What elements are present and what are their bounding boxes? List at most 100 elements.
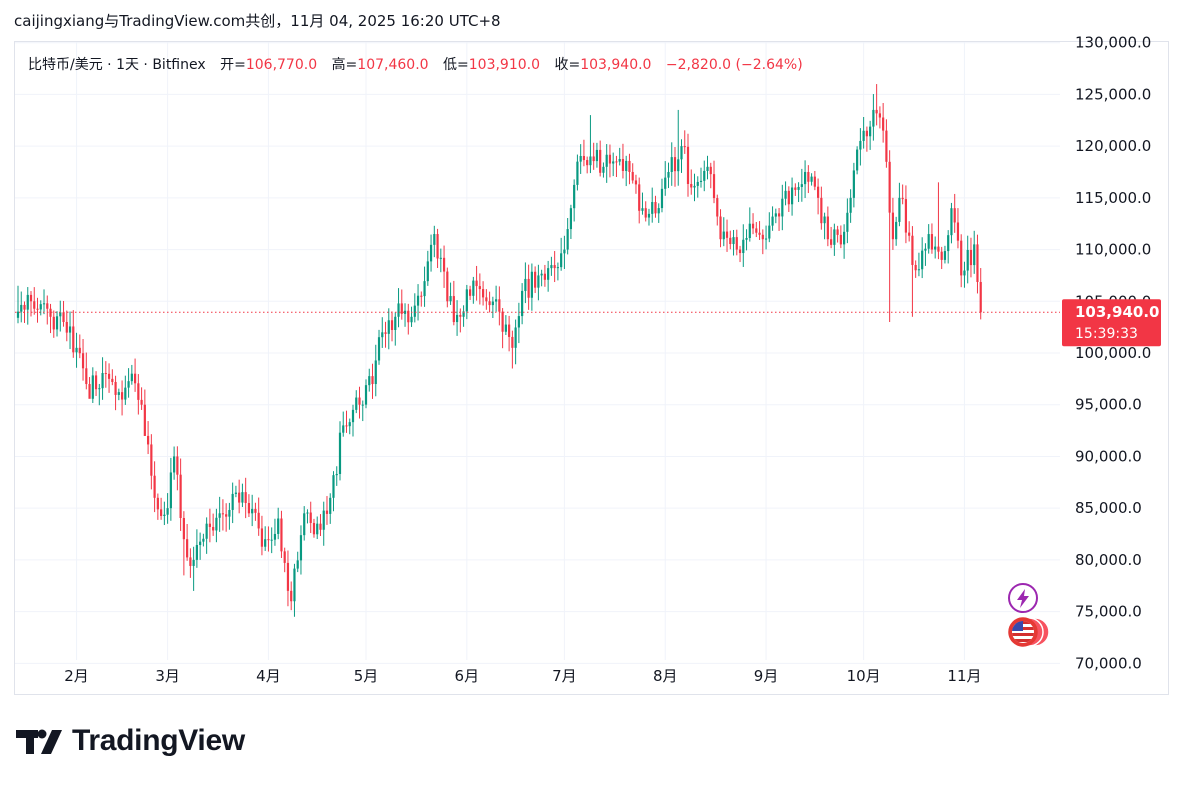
candle-body — [455, 314, 459, 323]
x-tick-label: 11月 — [947, 667, 981, 685]
open-label: 开= — [220, 57, 246, 73]
candle-body — [358, 397, 361, 405]
candle-body — [111, 378, 114, 382]
candle-body — [426, 261, 429, 282]
us-flag-icon[interactable] — [1003, 615, 1053, 649]
candle-body — [540, 273, 543, 276]
candle-body — [107, 373, 111, 379]
tradingview-logo[interactable]: TradingView — [16, 724, 245, 758]
candle-body — [368, 376, 371, 386]
candle-body — [839, 234, 842, 245]
candle-body — [856, 149, 859, 171]
y-tick-label: 110,000.0 — [1075, 241, 1151, 259]
logo-text: TradingView — [72, 724, 245, 757]
candle-body — [882, 117, 885, 131]
candle-body — [586, 160, 589, 166]
candle-body — [244, 492, 247, 503]
candle-body — [325, 510, 329, 514]
candle-body — [976, 244, 979, 282]
candle-body — [429, 244, 433, 262]
candle-body — [576, 161, 579, 185]
candle-body — [595, 149, 599, 162]
price-axis: 70,000.0 75,000.0 80,000.0 85,000.0 90,000.0… — [1075, 34, 1151, 673]
candle-body — [550, 265, 553, 269]
candle-body — [901, 197, 904, 200]
ohlc-legend: 比特币/美元 · 1天 · Bitfinex 开=106,770.0 高=107… — [28, 54, 803, 74]
candle-body — [563, 249, 566, 254]
candle-body — [192, 559, 195, 566]
candle-body — [690, 183, 693, 188]
y-tick-label: 70,000.0 — [1075, 654, 1142, 672]
candle-body — [969, 249, 973, 266]
candle-body — [176, 456, 179, 475]
candle-body — [742, 239, 745, 254]
candle-body — [407, 310, 410, 323]
candle-body — [127, 381, 130, 388]
candle-body — [930, 234, 934, 250]
candle-body — [42, 303, 46, 305]
candle-body — [816, 186, 820, 198]
candle-body — [416, 295, 420, 306]
candle-body — [472, 280, 475, 296]
y-tick-label: 90,000.0 — [1075, 447, 1142, 465]
candle-body — [296, 560, 299, 569]
candle-body — [751, 223, 755, 229]
candle-body — [49, 308, 52, 317]
candle-body — [485, 297, 488, 302]
candle-body — [790, 187, 794, 205]
candle-body — [364, 385, 368, 405]
candle-body — [849, 197, 852, 213]
candle-body — [703, 170, 706, 181]
candle-body — [387, 320, 390, 334]
candle-body — [621, 159, 625, 171]
candle-body — [579, 156, 582, 162]
candle-body — [202, 538, 205, 542]
candle-body — [524, 278, 527, 291]
candle-body — [371, 376, 374, 385]
candle-body — [589, 156, 592, 166]
candle-body — [251, 508, 254, 514]
candle-body — [706, 166, 709, 171]
candle-body — [556, 267, 560, 269]
candle-body — [452, 296, 455, 323]
candle-body — [218, 513, 221, 518]
candle-body — [81, 353, 85, 369]
candle-body — [475, 280, 478, 287]
candle-body — [830, 239, 833, 245]
candle-body — [299, 535, 303, 561]
candle-body — [813, 176, 816, 187]
candle-body — [729, 237, 732, 245]
candle-body — [869, 126, 872, 137]
candle-body — [950, 208, 953, 236]
candle-body — [501, 311, 504, 332]
candle-body — [33, 301, 36, 309]
candle-body — [852, 170, 855, 198]
candle-body — [39, 304, 42, 310]
candle-body — [569, 208, 573, 230]
lightning-icon[interactable] — [1006, 581, 1040, 615]
candle-body — [348, 422, 351, 427]
candle-body — [771, 216, 774, 226]
low-label: 低= — [443, 57, 469, 73]
candle-body — [654, 202, 657, 214]
candle-body — [843, 231, 846, 245]
candle-body — [641, 208, 644, 211]
symbol-label: 比特币/美元 · 1天 · Bitfinex — [28, 57, 206, 73]
x-tick-label: 4月 — [256, 667, 281, 685]
candle-body — [917, 269, 921, 271]
candle-body — [264, 539, 267, 547]
candle-body — [390, 320, 394, 330]
y-tick-label: 80,000.0 — [1075, 551, 1142, 569]
candlestick-chart[interactable]: 70,000.0 75,000.0 80,000.0 85,000.0 90,000.0… — [0, 0, 1184, 700]
candle-body — [787, 190, 790, 205]
close-value: 103,940.0 — [580, 57, 652, 73]
candle-body — [361, 404, 364, 406]
candle-body — [345, 425, 348, 427]
candle-body — [94, 375, 98, 390]
candle-body — [755, 228, 758, 233]
candle-body — [231, 493, 234, 510]
candle-body — [521, 290, 524, 317]
candle-body — [615, 161, 618, 163]
candle-body — [530, 271, 533, 298]
candle-body — [179, 474, 182, 519]
